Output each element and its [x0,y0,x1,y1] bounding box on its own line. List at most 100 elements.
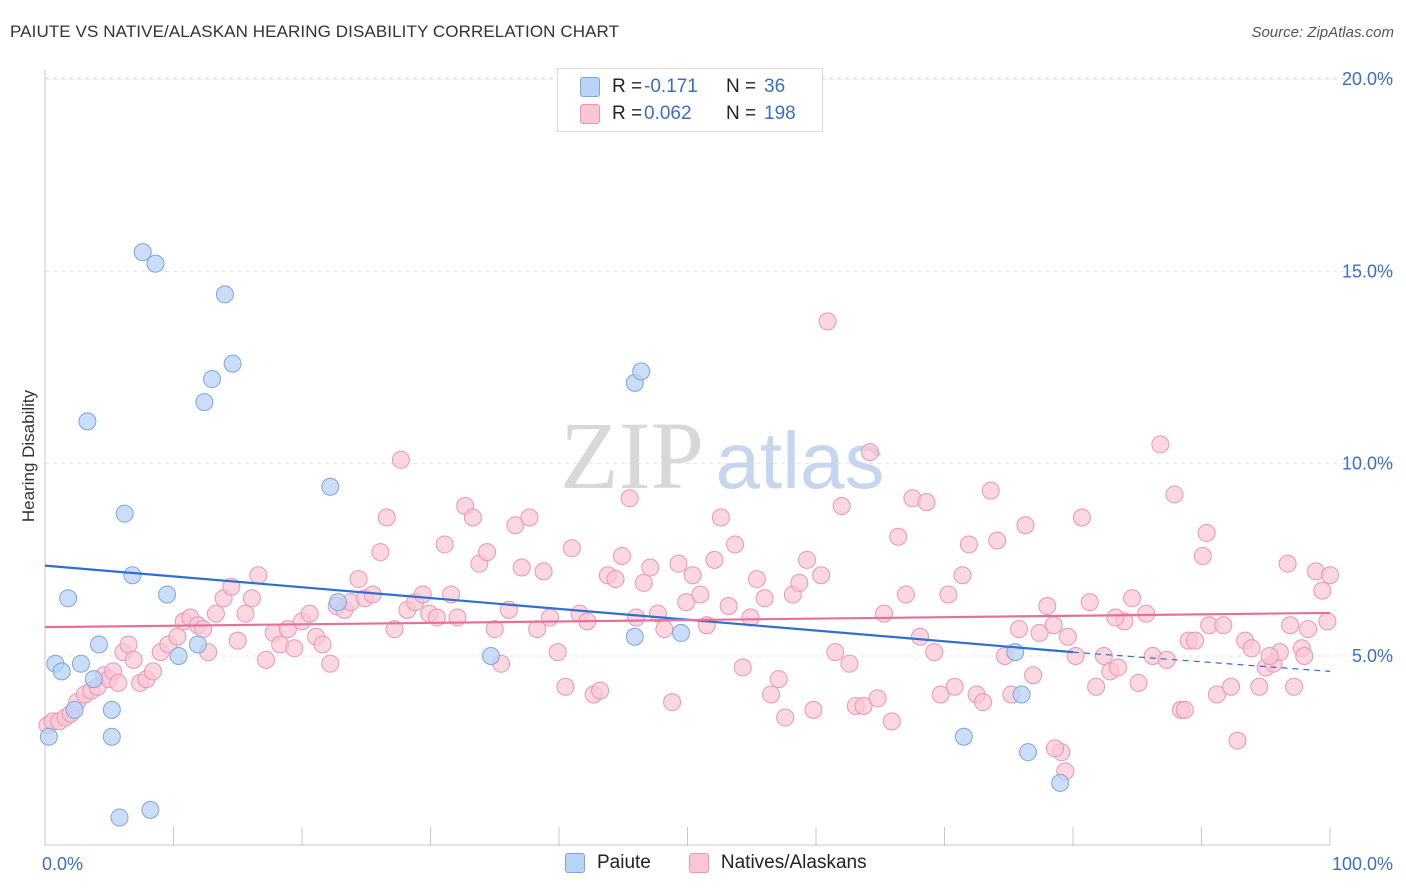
data-point-paiute [625,627,644,646]
data-point-natives [747,570,766,589]
legend-row-natives: R = 0.062 N = 198 [580,102,796,126]
legend-n-value: 36 [764,76,786,97]
data-point-natives [1129,673,1148,692]
data-point-paiute [203,370,222,389]
data-point-natives [1123,589,1142,608]
trend-line-natives [44,611,1331,629]
series-paiute [39,243,1070,827]
legend-label-natives: Natives/Alaskans [720,852,867,873]
data-point-paiute [110,808,129,827]
data-point-natives [1038,596,1057,615]
data-point-natives [285,639,304,658]
data-point-natives [896,585,915,604]
data-point-natives [1080,593,1099,612]
data-point-natives [882,712,901,731]
data-point-natives [939,585,958,604]
data-point-natives [860,443,879,462]
data-point-natives [1024,666,1043,685]
source-label: Source: ZipAtlas.com [1251,24,1394,41]
data-point-natives [194,620,213,639]
data-point-paiute [89,635,108,654]
data-point-natives [683,566,702,585]
data-point-natives [143,662,162,681]
data-point-natives [875,604,894,623]
data-point-natives [925,643,944,662]
data-point-natives [435,535,454,554]
trend-line-paiute-extension [1072,651,1331,672]
data-point-paiute [1012,685,1031,704]
legend-swatch-paiute [580,77,600,97]
data-point-paiute [84,670,103,689]
data-point-natives [981,481,1000,500]
data-point-paiute [321,477,340,496]
axes [44,70,1331,846]
data-point-natives [556,677,575,696]
data-point-natives [641,558,660,577]
data-point-paiute [188,635,207,654]
data-point-paiute [59,589,78,608]
data-point-natives [634,573,653,592]
data-point-natives [868,689,887,708]
data-point-natives [1228,731,1247,750]
legend-label-paiute: Paiute [597,852,651,873]
data-point-paiute [102,700,121,719]
legend-swatch-paiute [565,853,585,873]
data-point-natives [1010,620,1029,639]
data-point-paiute [1051,773,1070,792]
y-axis-label: Hearing Disability [19,389,38,522]
data-point-natives [257,650,276,669]
data-point-natives [1151,435,1170,454]
legend-n-value: 198 [764,103,796,124]
data-point-natives [1207,685,1226,704]
data-point-natives [1250,677,1269,696]
data-point-natives [313,635,332,654]
data-point-natives [349,570,368,589]
data-point-natives [377,508,396,527]
data-point-natives [168,627,187,646]
data-point-paiute [78,412,97,431]
data-point-natives [1313,581,1332,600]
data-point-natives [755,589,774,608]
legend-item-paiute: Paiute [565,852,651,874]
data-point-natives [1030,623,1049,642]
series-legend: Paiute Natives/Alaskans [565,852,905,874]
legend-r-value: 0.062 [644,103,692,124]
data-point-natives [1242,639,1261,658]
data-point-natives [1285,677,1304,696]
data-point-natives [1058,627,1077,646]
data-point-natives [606,570,625,589]
data-point-paiute [146,254,165,273]
data-point-paiute [632,362,651,381]
data-point-natives [385,620,404,639]
data-point-natives [1186,631,1205,650]
data-point-natives [733,658,752,677]
data-point-natives [1321,566,1339,585]
tick-labels: 5.0% 10.0% 15.0% 20.0% 0.0% 100.0% [42,69,1393,874]
data-point-natives [1106,608,1125,627]
legend-item-natives: Natives/Alaskans [688,852,867,874]
data-point-natives [1137,604,1156,623]
data-point-natives [818,312,837,331]
data-point-natives [953,566,972,585]
data-point-natives [1197,523,1216,542]
data-point-natives [1016,516,1035,535]
data-point-paiute [215,285,234,304]
data-point-natives [206,604,225,623]
data-point-paiute [158,585,177,604]
data-point-natives [1281,616,1300,635]
data-point-natives [321,654,340,673]
chart-title: PAIUTE VS NATIVE/ALASKAN HEARING DISABIL… [10,22,620,41]
data-point-natives [677,593,696,612]
data-point-natives [391,450,410,469]
data-point-natives [1165,485,1184,504]
data-point-paiute [954,727,973,746]
data-point-natives [541,608,560,627]
y-tick-label: 20.0% [1342,69,1393,89]
data-point-natives [520,508,539,527]
legend-n-label: N = [726,76,757,97]
data-point-paiute [65,700,84,719]
data-point-natives [236,604,255,623]
data-point-paiute [223,354,242,373]
data-point-natives [371,543,390,562]
